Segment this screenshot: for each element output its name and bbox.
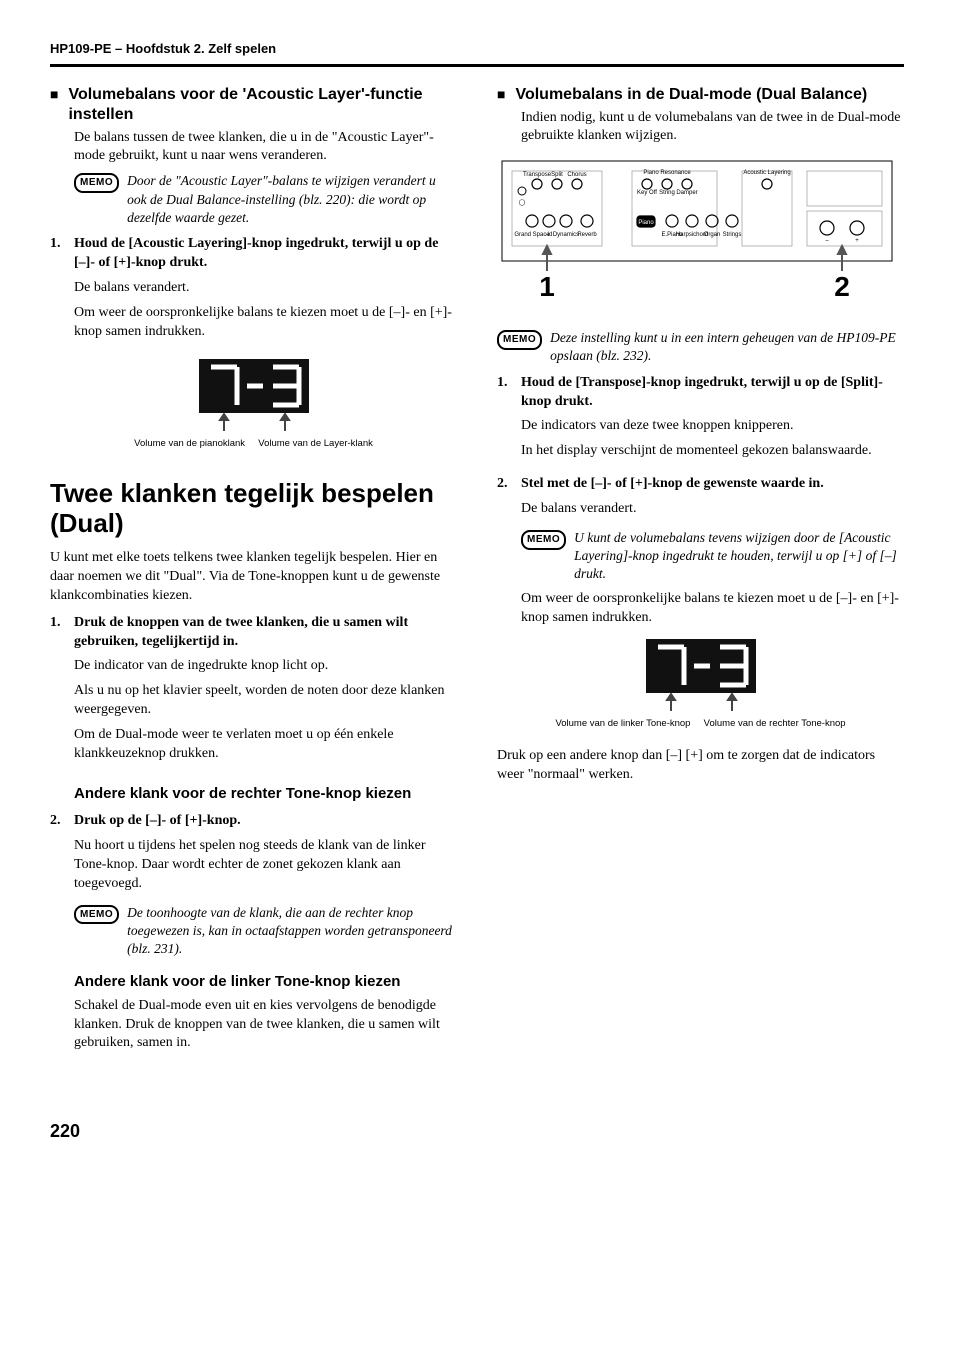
memo-icon: MEMO xyxy=(521,530,566,550)
heading-acoustic-layer: ■ Volumebalans voor de 'Acoustic Layer'-… xyxy=(50,85,457,125)
section-heading-dual: Twee klanken tegelijk bespelen (Dual) xyxy=(50,479,457,539)
para: U kunt met elke toets telkens twee klank… xyxy=(50,549,457,606)
step-lead: Houd de [Transpose]-knop ingedrukt, terw… xyxy=(521,374,904,412)
right-column: ■ Volumebalans in de Dual-mode (Dual Bal… xyxy=(497,85,904,1060)
para: Indien nodig, kunt u de volumebalans van… xyxy=(521,109,904,147)
memo-note: MEMO U kunt de volumebalans tevens wijzi… xyxy=(521,529,904,584)
step-lead: Druk de knoppen van de twee klanken, die… xyxy=(74,614,457,652)
svg-text:Chorus: Chorus xyxy=(567,172,586,178)
memo-note: MEMO Door de "Acoustic Layer"-balans te … xyxy=(74,172,457,227)
bullet-square-icon: ■ xyxy=(497,85,505,105)
step-number: 1. xyxy=(50,235,74,347)
memo-text: U kunt de volumebalans tevens wijzigen d… xyxy=(574,529,904,584)
memo-text: De toonhoogte van de klank, die aan de r… xyxy=(127,904,457,959)
svg-text:Transpose: Transpose xyxy=(523,172,552,178)
step-1: 1. Houd de [Acoustic Layering]-knop inge… xyxy=(50,235,457,347)
caption-left: Volume van de linker Tone-knop xyxy=(555,718,690,729)
step-number: 1. xyxy=(497,374,521,468)
caption-right: Volume van de rechter Tone-knop xyxy=(704,718,846,729)
caption-left: Volume van de pianoklank xyxy=(134,438,245,449)
para: Om weer de oorspronkelijke balans te kie… xyxy=(74,304,457,342)
svg-text:-id: -id xyxy=(546,232,553,238)
bullet-square-icon: ■ xyxy=(50,85,58,105)
para: Om de Dual-mode weer te verlaten moet u … xyxy=(74,726,457,764)
page-number: 220 xyxy=(50,1119,904,1143)
svg-text:Key Off: Key Off xyxy=(637,190,657,196)
svg-text:Damper: Damper xyxy=(676,190,697,196)
svg-text:Dynamics: Dynamics xyxy=(553,232,579,238)
memo-icon: MEMO xyxy=(74,905,119,925)
para: Om weer de oorspronkelijke balans te kie… xyxy=(521,590,904,628)
display-caption: Volume van de pianoklank Volume van de L… xyxy=(50,438,457,451)
heading-text: Volumebalans in de Dual-mode (Dual Balan… xyxy=(515,85,867,105)
para: Druk op een andere knop dan [–] [+] om t… xyxy=(497,747,904,785)
left-column: ■ Volumebalans voor de 'Acoustic Layer'-… xyxy=(50,85,457,1060)
svg-text:Strings: Strings xyxy=(723,232,742,238)
caption-right: Volume van de Layer-klank xyxy=(258,438,373,449)
memo-note: MEMO Deze instelling kunt u in een inter… xyxy=(497,329,904,365)
step-lead: Druk op de [–]- of [+]-knop. xyxy=(74,812,457,831)
panel-diagram: .lbl { font-family: Arial; font-size: 6p… xyxy=(497,156,904,323)
step-number: 1. xyxy=(50,614,74,770)
step-number: 2. xyxy=(50,812,74,900)
svg-text:+: + xyxy=(855,238,859,244)
right-step-1: 1. Houd de [Transpose]-knop ingedrukt, t… xyxy=(497,374,904,468)
svg-text:Organ: Organ xyxy=(704,232,721,238)
memo-note: MEMO De toonhoogte van de klank, die aan… xyxy=(74,904,457,959)
heading-dual-balance: ■ Volumebalans in de Dual-mode (Dual Bal… xyxy=(497,85,904,105)
para: De indicators van deze twee knoppen knip… xyxy=(521,417,904,436)
subheading-linker: Andere klank voor de linker Tone-knop ki… xyxy=(74,972,457,992)
svg-text:Acoustic Layering: Acoustic Layering xyxy=(743,170,790,176)
right-step-2: 2. Stel met de [–]- of [+]-knop de gewen… xyxy=(497,475,904,525)
subheading-rechter: Andere klank voor de rechter Tone-knop k… xyxy=(74,784,457,804)
svg-text:Piano: Piano xyxy=(638,220,654,226)
para: In het display verschijnt de momenteel g… xyxy=(521,442,904,461)
svg-text:String: String xyxy=(659,190,675,196)
memo-icon: MEMO xyxy=(497,330,542,350)
page-header: HP109-PE – Hoofdstuk 2. Zelf spelen xyxy=(50,40,904,58)
para: Nu hoort u tijdens het spelen nog steeds… xyxy=(74,837,457,894)
display-7-3-right xyxy=(636,639,766,714)
para: De balans verandert. xyxy=(74,279,457,298)
svg-text:◯: ◯ xyxy=(519,199,526,206)
svg-text:2: 2 xyxy=(834,271,850,302)
step-lead: Stel met de [–]- of [+]-knop de gewenste… xyxy=(521,475,904,494)
step-number: 2. xyxy=(497,475,521,525)
display-caption: Volume van de linker Tone-knop Volume va… xyxy=(497,718,904,731)
para: De balans tussen de twee klanken, die u … xyxy=(74,129,457,167)
svg-text:Reverb: Reverb xyxy=(577,232,597,238)
header-rule xyxy=(50,64,904,67)
para: De indicator van de ingedrukte knop lich… xyxy=(74,657,457,676)
svg-text:–: – xyxy=(825,238,829,244)
memo-text: Door de "Acoustic Layer"-balans te wijzi… xyxy=(127,172,457,227)
para: Schakel de Dual-mode even uit en kies ve… xyxy=(74,997,457,1054)
svg-text:Piano Resonance: Piano Resonance xyxy=(643,170,691,176)
display-7-3 xyxy=(189,359,319,434)
memo-text: Deze instelling kunt u in een intern geh… xyxy=(550,329,904,365)
heading-text: Volumebalans voor de 'Acoustic Layer'-fu… xyxy=(68,85,457,125)
para: De balans verandert. xyxy=(521,500,904,519)
dual-step-1: 1. Druk de knoppen van de twee klanken, … xyxy=(50,614,457,770)
dual-step-2: 2. Druk op de [–]- of [+]-knop. Nu hoort… xyxy=(50,812,457,900)
step-lead: Houd de [Acoustic Layering]-knop ingedru… xyxy=(74,235,457,273)
svg-text:1: 1 xyxy=(539,271,555,302)
para: Als u nu op het klavier speelt, worden d… xyxy=(74,682,457,720)
memo-icon: MEMO xyxy=(74,173,119,193)
svg-text:Split: Split xyxy=(551,172,563,178)
